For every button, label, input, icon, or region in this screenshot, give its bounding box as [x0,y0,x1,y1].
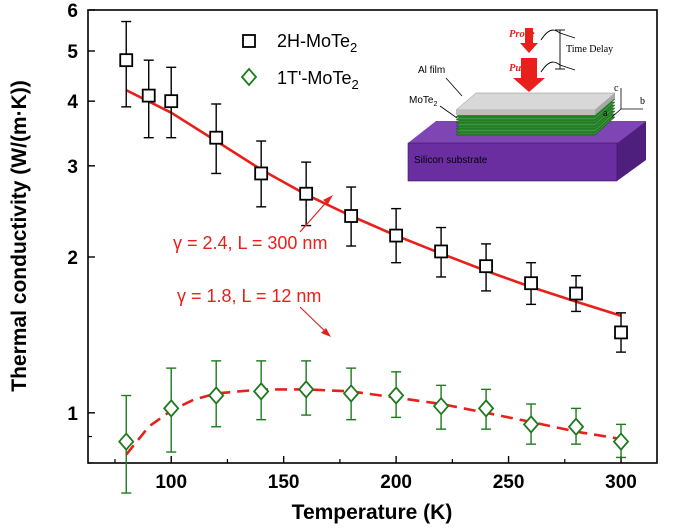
substrate-front [407,142,618,182]
pump-pulse [540,61,576,73]
y-axis-title: Thermal conductivity (W/(m·K)) [8,80,31,392]
point-2h-140 [254,166,269,181]
point-1t-280 [567,417,585,437]
al-film-label: Al film [418,65,445,76]
axis-b-label: b [640,96,645,107]
legend-marker-2h [242,34,256,48]
gamma-1.8-fit-line [125,388,622,456]
substrate-side [617,121,646,181]
substrate-label: Silicon substrate [414,155,488,166]
point-2h-120 [209,130,224,145]
x-tick-label-200: 200 [380,472,412,493]
point-2h-80 [119,53,134,68]
probe-label: Probe [509,29,535,40]
annotation-gamma-2-4-text: γ = 2.4, L = 300 nm [173,233,327,253]
point-2h-200 [389,228,404,243]
series-2h-mote2 [119,20,628,353]
y-tick-label-4: 4 [67,92,78,113]
y-tick-label-5: 5 [67,42,78,63]
x-tick-label-150: 150 [268,472,300,493]
point-1t-300 [612,432,630,451]
point-1t-80 [118,432,135,451]
point-1t-100 [163,399,180,418]
al-film-side [595,93,615,115]
point-2h-220 [434,244,448,259]
al-film-top [455,92,616,111]
annotation-gamma-2-4-arrowhead [323,195,333,204]
point-1t-180 [342,384,360,403]
legend-label-2h: 2H-MoTe2 [277,31,357,55]
point-2h-180 [344,209,359,223]
series-1t-mote2 [118,360,630,494]
x-axis-ticks: 100 150 200 250 300 [114,456,637,493]
point-1t-160 [297,380,315,399]
time-delay-label: Time Delay [566,44,613,55]
point-1t-140 [252,382,270,401]
x-tick-label-250: 250 [493,472,525,493]
x-tick-label-300: 300 [605,472,637,493]
x-axis-title: Temperature (K) [292,501,453,524]
axis-c-label: c [614,83,619,94]
y-tick-label-6: 6 [67,1,78,22]
annotation-gamma-2-4: γ = 2.4, L = 300 nm [173,195,333,253]
point-2h-280 [569,286,583,301]
point-2h-240 [479,259,493,274]
annotation-gamma-2-4-arrow [299,197,331,233]
probe-beam-arrow [520,28,538,53]
gamma-2.4-fit-line [125,89,622,318]
legend-marker-1t [240,67,258,87]
mote2-pointer [439,105,458,119]
y-tick-label-3: 3 [67,157,78,178]
al-film-front [456,110,595,115]
axis-a-label: a [603,108,608,119]
point-2h-260 [524,276,538,291]
point-1t-200 [387,386,405,405]
point-2h-90 [141,88,156,103]
point-2h-100 [164,94,179,109]
legend: 2H-MoTe2 1T'-MoTe2 [240,31,359,92]
y-tick-label-1: 1 [67,404,78,425]
pump-beam-arrow [513,58,545,92]
mote2-label: MoTe2 [409,95,437,108]
y-axis-ticks: 1 2 3 4 5 6 [67,1,95,464]
point-1t-220 [432,396,450,416]
annotation-gamma-1-8-text: γ = 1.8, L = 12 nm [177,286,321,306]
probe-pulse [540,29,576,41]
plot-frame [87,9,658,464]
y-tick-label-2: 2 [67,248,78,269]
legend-label-1t: 1T'-MoTe2 [277,68,359,92]
point-1t-260 [522,414,540,434]
annotation-gamma-1-8: γ = 1.8, L = 12 nm [177,286,331,337]
point-2h-160 [299,186,314,201]
annotation-gamma-1-8-arrowhead [321,328,331,337]
x-tick-label-100: 100 [155,472,187,493]
inset-schematic: Silicon substrate Al film MoTe2 Probe Pu… [407,28,646,182]
point-2h-300 [614,325,628,340]
al-film-pointer [445,77,463,97]
point-1t-120 [207,386,225,405]
point-1t-240 [477,399,495,418]
annotation-gamma-1-8-arrow [299,306,329,335]
axis-a-arrow [611,108,622,118]
